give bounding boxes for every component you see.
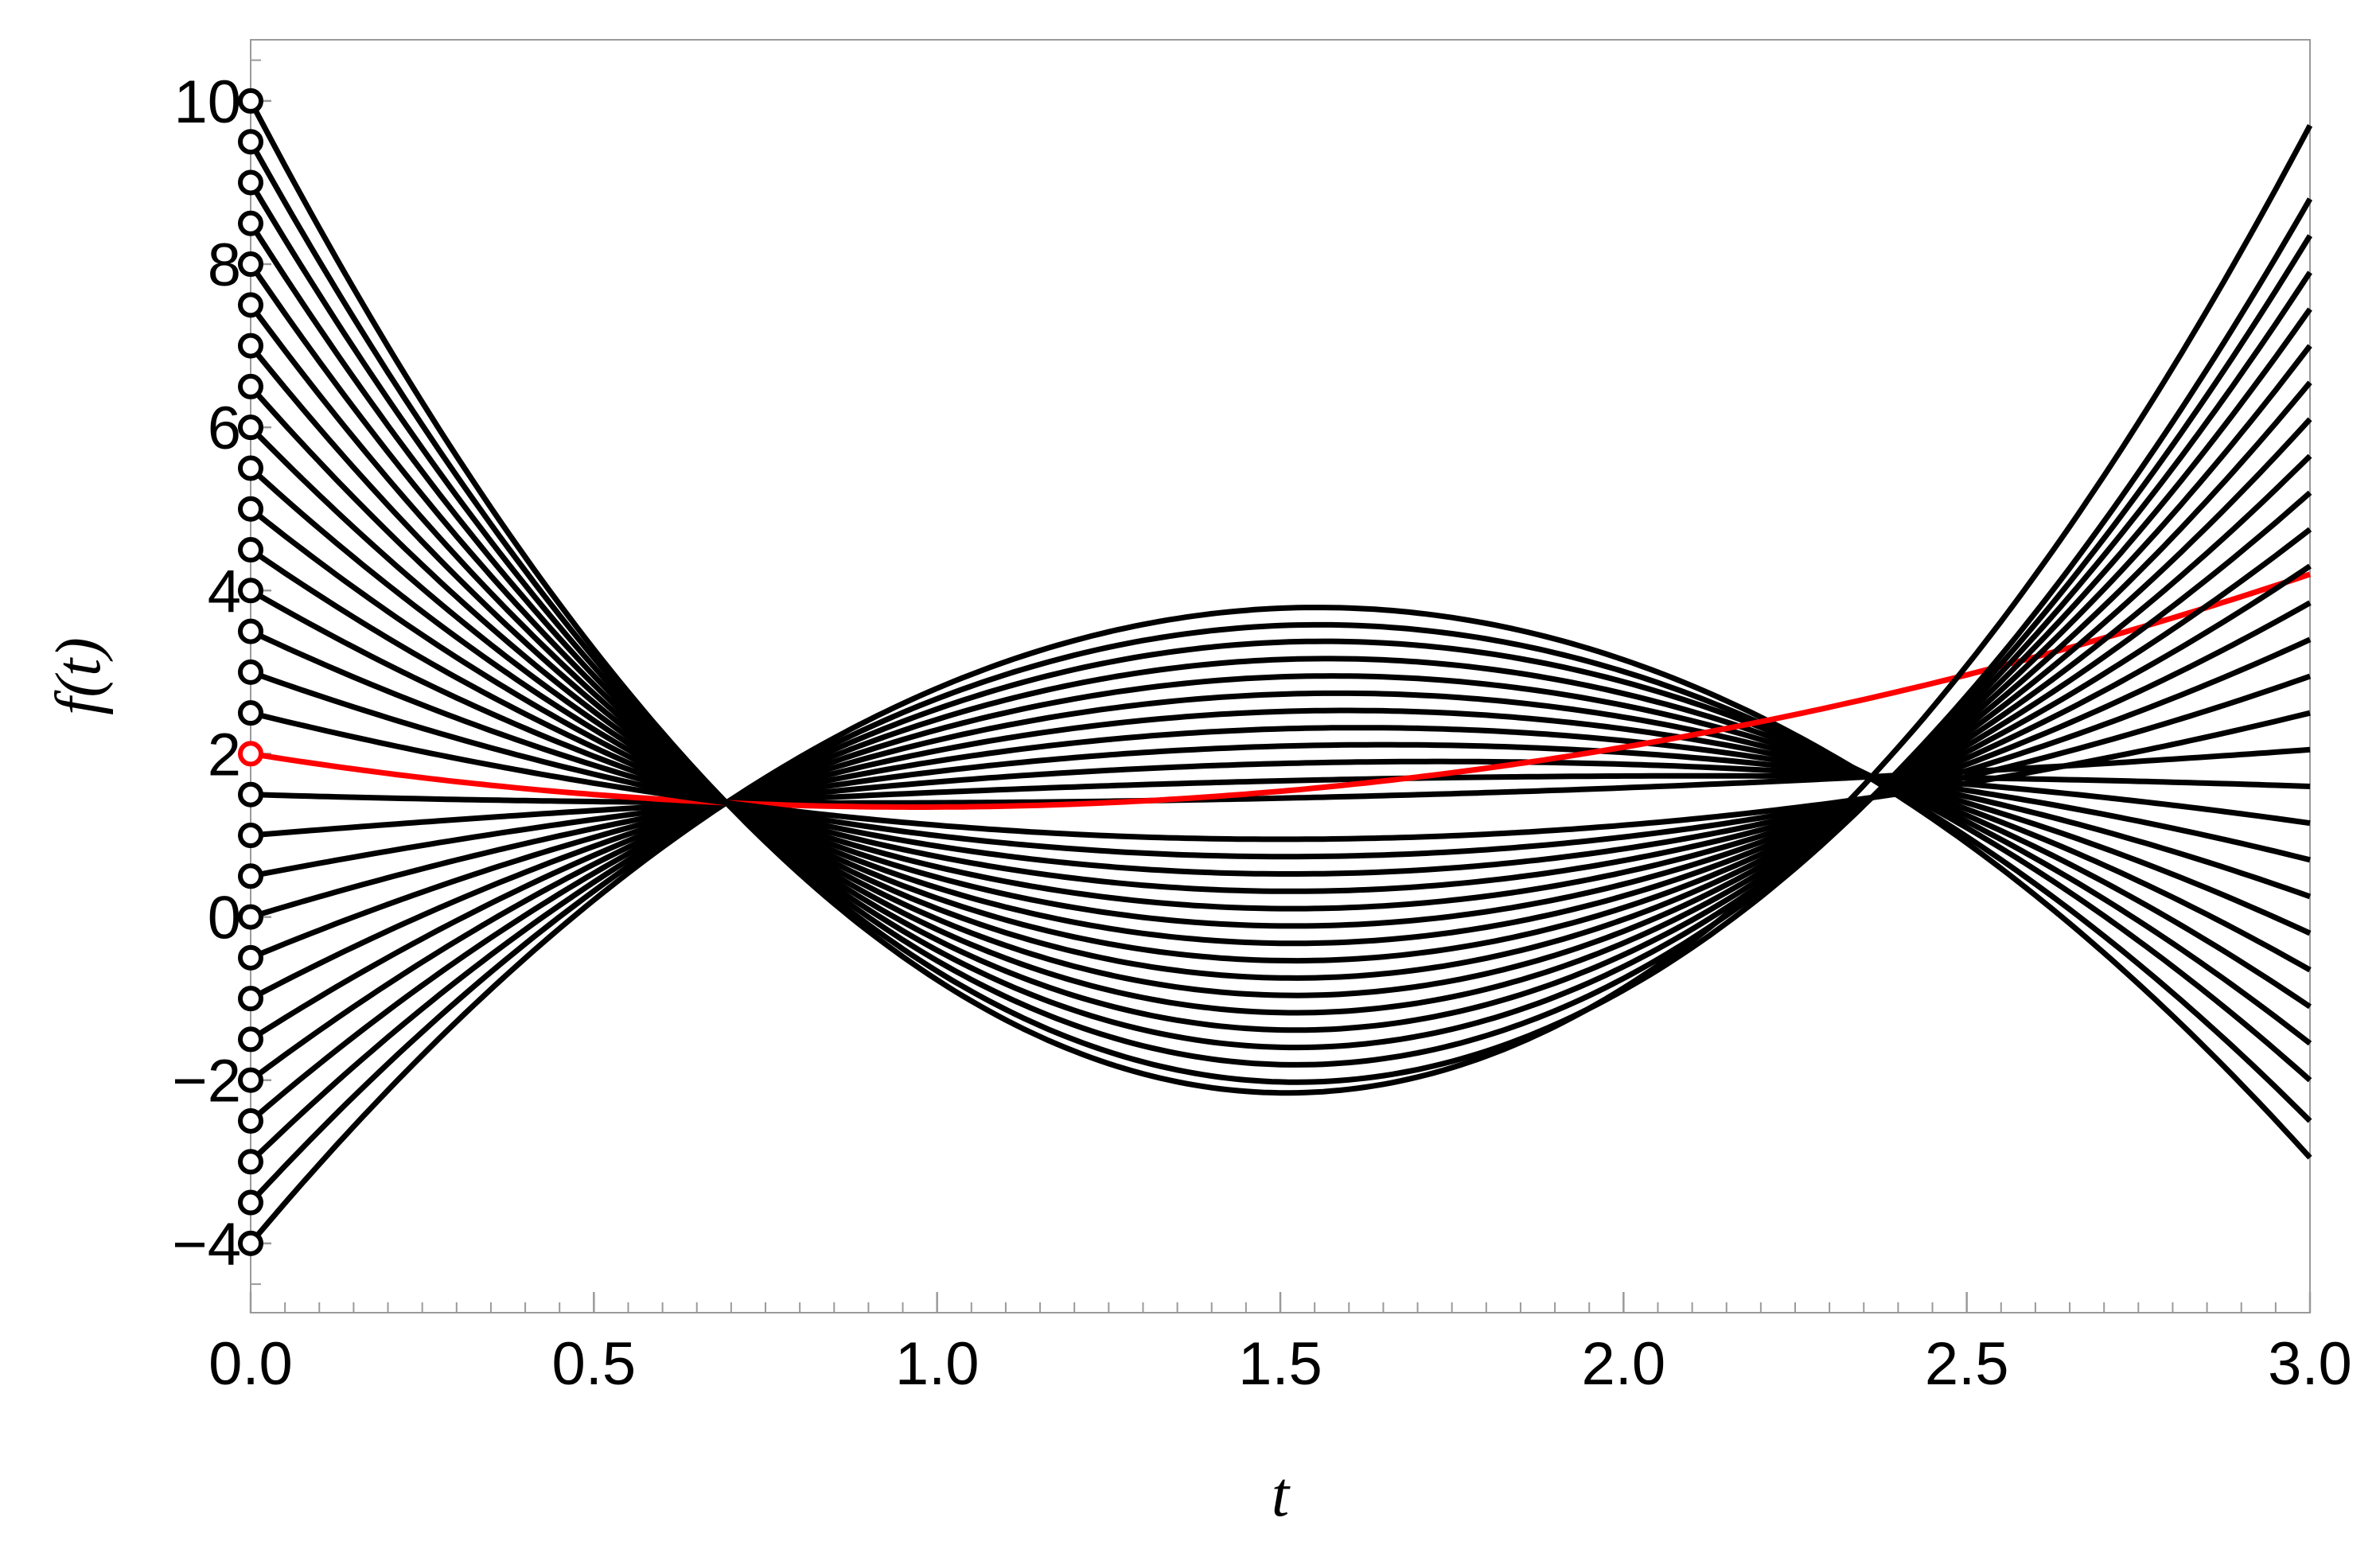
y-tick-label: 2 xyxy=(208,721,241,788)
curve xyxy=(249,690,2312,1042)
x-axis-title: t xyxy=(1272,1460,1291,1530)
initial-marker xyxy=(238,1067,263,1093)
curve xyxy=(248,621,2312,1204)
initial-marker xyxy=(238,823,263,848)
curve xyxy=(249,629,2312,877)
initial-marker xyxy=(238,496,263,522)
curve xyxy=(248,605,2312,1246)
initial-marker xyxy=(238,292,263,318)
initial-marker xyxy=(238,659,263,685)
initial-marker xyxy=(238,414,263,441)
y-tick-label: 4 xyxy=(208,558,241,625)
curve xyxy=(249,669,2312,860)
initial-marker xyxy=(238,210,263,236)
x-tick-label: 0.0 xyxy=(208,1330,293,1398)
x-tick-label: 1.5 xyxy=(1238,1330,1322,1398)
initial-marker xyxy=(238,455,263,481)
curve xyxy=(249,725,2312,961)
curve xyxy=(247,140,2313,1085)
initial-marker xyxy=(238,373,263,399)
initial-marker xyxy=(238,1026,263,1053)
x-tick-label: 0.5 xyxy=(552,1330,637,1398)
curve xyxy=(248,344,2312,998)
initial-marker xyxy=(238,700,263,726)
curve xyxy=(249,547,2312,912)
curve xyxy=(248,656,2312,1123)
initial-marker xyxy=(238,537,263,563)
x-tick-label: 3.0 xyxy=(2268,1330,2352,1398)
initial-marker xyxy=(238,781,263,808)
curve xyxy=(248,221,2312,1051)
initial-marker xyxy=(238,904,263,930)
initial-marker xyxy=(238,1230,263,1256)
initial-marker xyxy=(238,1189,263,1216)
curve xyxy=(248,263,2312,1033)
y-axis-title: f(t) xyxy=(44,637,114,715)
x-tick-label: 2.5 xyxy=(1925,1330,2009,1398)
initial-marker xyxy=(238,333,263,359)
highlighted-curve xyxy=(250,571,2312,810)
y-tick-label: 6 xyxy=(208,395,241,462)
curve xyxy=(248,465,2312,947)
initial-marker xyxy=(238,1107,263,1134)
y-tick-label: 8 xyxy=(208,232,241,299)
curve xyxy=(248,303,2312,1016)
initial-marker xyxy=(238,1149,263,1175)
curve xyxy=(248,384,2312,981)
initial-value-markers xyxy=(238,88,263,1256)
y-tick-label: −4 xyxy=(172,1211,241,1278)
y-tick-label: −2 xyxy=(172,1048,241,1115)
y-tick-label: 0 xyxy=(208,885,241,952)
curve xyxy=(247,181,2312,1068)
initial-marker xyxy=(238,129,263,155)
tick-labels: 0.0 0.5 1.0 1.5 2.0 2.5 3.0 −4 −2 0 2 4 6 8 10 xyxy=(172,68,2351,1398)
curves xyxy=(247,99,2313,1246)
initial-marker xyxy=(238,251,263,278)
curve xyxy=(249,741,2311,920)
initial-marker xyxy=(238,986,263,1012)
curve xyxy=(248,506,2312,929)
curve xyxy=(249,588,2312,894)
curve xyxy=(250,710,2311,843)
curve xyxy=(248,425,2312,964)
curve xyxy=(249,707,2312,1002)
initial-marker xyxy=(238,944,263,971)
initial-marker xyxy=(238,578,263,604)
initial-marker xyxy=(238,618,263,644)
initial-marker xyxy=(238,169,263,196)
x-tick-label: 1.0 xyxy=(895,1330,980,1398)
initial-marker xyxy=(238,863,263,889)
curve xyxy=(248,638,2312,1164)
curve xyxy=(248,673,2312,1083)
initial-marker xyxy=(238,88,263,114)
highlighted-initial-marker xyxy=(238,741,263,767)
y-tick-label: 10 xyxy=(173,68,241,136)
curve xyxy=(247,99,2313,1096)
x-tick-label: 2.0 xyxy=(1582,1330,1666,1398)
